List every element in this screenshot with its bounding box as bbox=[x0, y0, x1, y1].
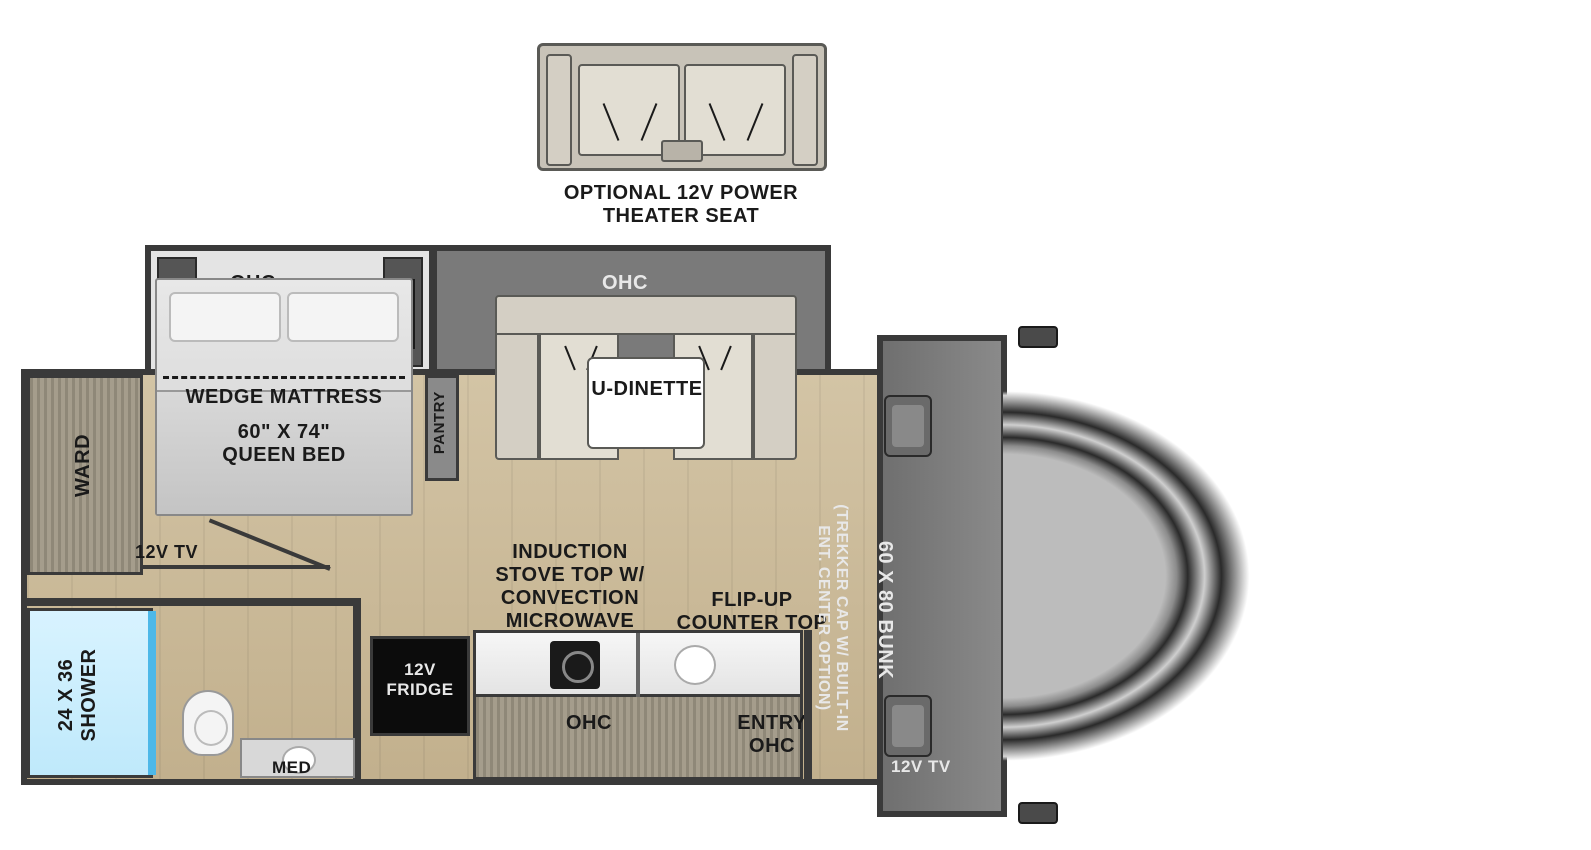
pantry-label: PANTRY bbox=[431, 391, 448, 454]
dinette-stitch bbox=[564, 346, 576, 371]
driver-seat bbox=[884, 395, 932, 457]
cab-hood bbox=[1003, 370, 1283, 782]
dinette-bench-left bbox=[495, 333, 539, 460]
side-mirror-top bbox=[1018, 326, 1058, 348]
seat-arm-right bbox=[792, 54, 818, 166]
wedge-dash-line bbox=[163, 376, 405, 379]
dinette-bench-right bbox=[753, 333, 797, 460]
shower-label: 24 X 36 SHOWER bbox=[55, 645, 101, 745]
dinette-stitch bbox=[720, 346, 732, 371]
fridge-label: 12V FRIDGE bbox=[378, 660, 462, 699]
dinette-table bbox=[587, 357, 705, 449]
wedge-mattress-label: WEDGE MATTRESS bbox=[175, 386, 393, 409]
bunk-label: 60 X 80 BUNK bbox=[873, 530, 896, 690]
stove-label: INDUCTION STOVE TOP W/ CONVECTION MICROW… bbox=[470, 541, 670, 633]
side-mirror-bottom bbox=[1018, 802, 1058, 824]
dinette-back bbox=[495, 295, 797, 335]
entry-wall bbox=[804, 630, 812, 780]
pillow-left bbox=[169, 292, 281, 342]
toilet-icon bbox=[182, 690, 234, 756]
bath-wall-top bbox=[21, 598, 361, 606]
pillow-right bbox=[287, 292, 399, 342]
wardrobe-label: WARD bbox=[72, 434, 95, 497]
slide-divider bbox=[429, 251, 437, 377]
bedroom-tv-label: 12V TV bbox=[135, 542, 198, 563]
trekker-label: (TREKKER CAP W/ BUILT-IN ENT. CENTER OPT… bbox=[813, 488, 850, 748]
cab-tv-label: 12V TV bbox=[891, 757, 951, 777]
passenger-seat bbox=[884, 695, 932, 757]
seat-center-console bbox=[661, 140, 703, 162]
counter-divider bbox=[636, 633, 640, 697]
flipup-label: FLIP-UP COUNTER TOP bbox=[672, 589, 832, 635]
optional-theater-seat bbox=[537, 43, 827, 171]
sink-icon bbox=[674, 645, 716, 685]
induction-stove-icon bbox=[550, 641, 600, 689]
med-label: MED bbox=[272, 758, 311, 778]
kitchen-ohc-label: OHC bbox=[566, 712, 612, 735]
seat-arm-left bbox=[546, 54, 572, 166]
dinette-ohc-label: OHC bbox=[602, 272, 648, 295]
queen-bed-label: 60" X 74" QUEEN BED bbox=[175, 421, 393, 467]
u-dinette-label: U-DINETTE bbox=[552, 378, 742, 401]
optional-seat-label: OPTIONAL 12V POWER THEATER SEAT bbox=[536, 182, 826, 228]
